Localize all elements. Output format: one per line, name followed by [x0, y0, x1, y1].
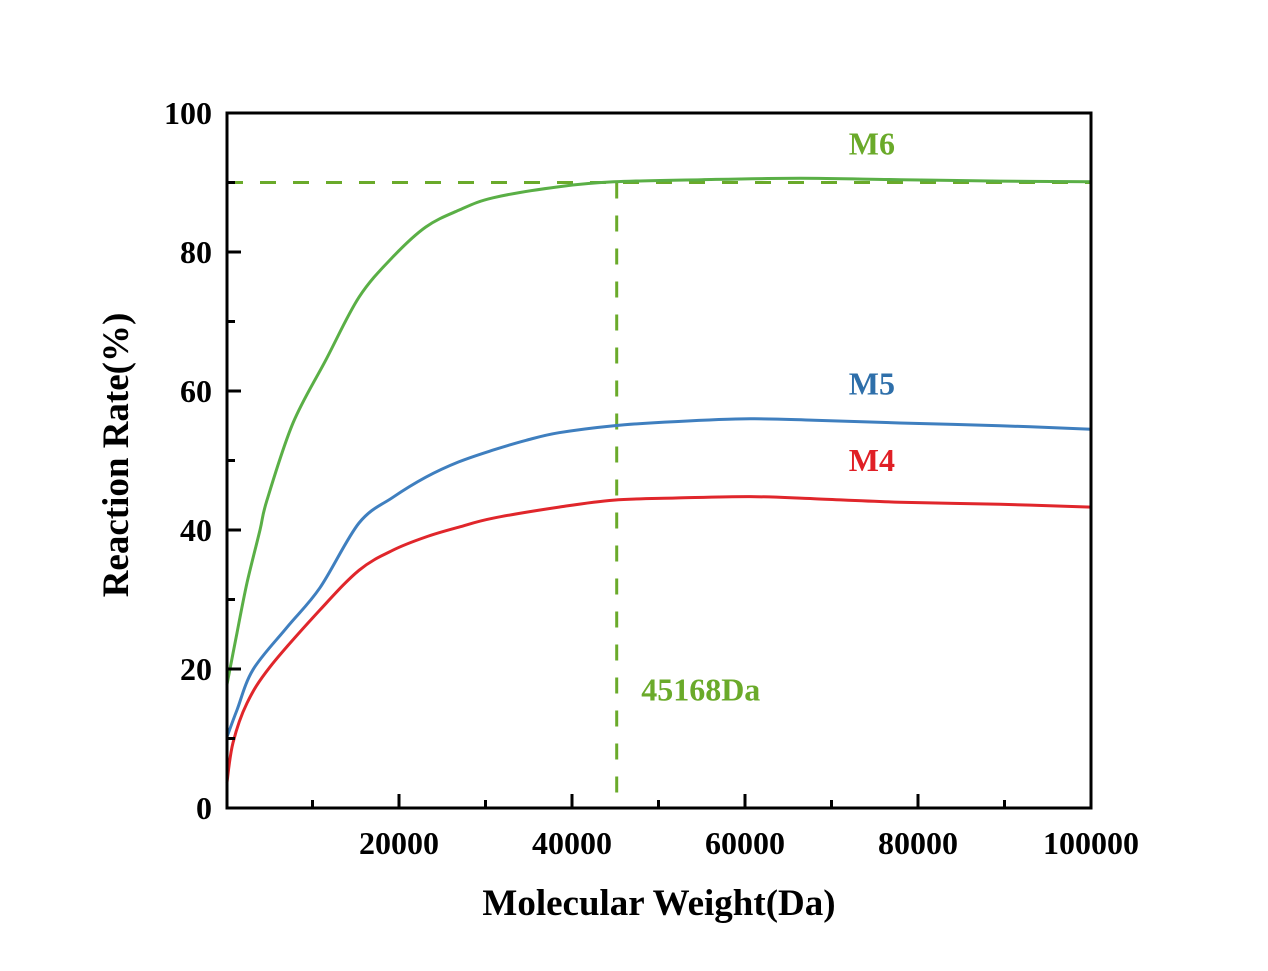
series-line-m4: [225, 495, 1092, 784]
y-tick-label: 60: [180, 373, 212, 409]
x-tick-label: 60000: [705, 825, 785, 861]
y-tick-label: 40: [180, 512, 212, 548]
x-tick-label: 100000: [1043, 825, 1139, 861]
series-label-m6: M6: [849, 126, 895, 162]
series-labels: M6 M5 M4: [849, 126, 895, 478]
axis-tick-labels: 20000 40000 60000 80000 100000 0 20 40 60 80 100: [164, 95, 1139, 861]
y-tick-label: 20: [180, 651, 212, 687]
annotation-label: 45168Da: [641, 671, 760, 707]
series-line-m6: [225, 176, 1092, 686]
y-tick-label: 80: [180, 234, 212, 270]
y-tick-label: 100: [164, 95, 212, 131]
series-line-m5: [225, 417, 1092, 738]
y-axis-title: Reaction Rate(%): [96, 313, 137, 598]
series-label-m5: M5: [849, 365, 895, 401]
series-label-m4: M4: [849, 442, 895, 478]
y-tick-label: 0: [196, 790, 212, 826]
x-tick-label: 80000: [878, 825, 958, 861]
series-lines: [225, 176, 1092, 784]
annotations: 45168Da: [641, 671, 760, 707]
reference-lines: [227, 181, 1091, 808]
x-axis-title: Molecular Weight(Da): [482, 883, 835, 924]
axis-ticks: [227, 181, 1006, 808]
x-tick-label: 40000: [532, 825, 612, 861]
x-tick-label: 20000: [359, 825, 439, 861]
